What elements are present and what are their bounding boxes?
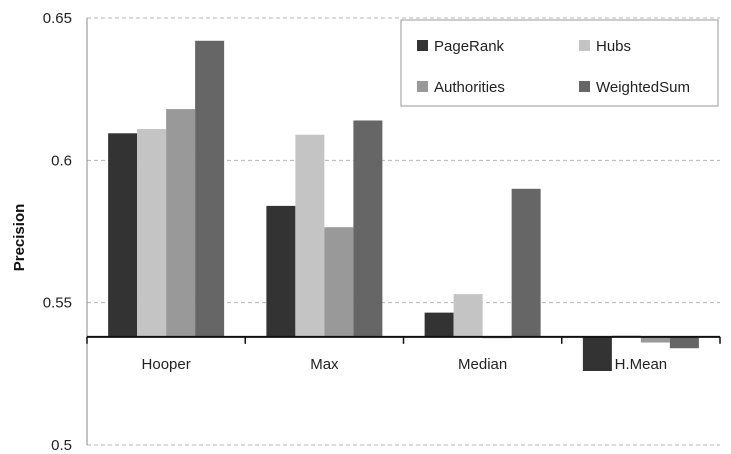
legend-label-pagerank: PageRank [434, 38, 505, 55]
legend-label-authorities: Authorities [434, 79, 505, 96]
y-tick-label: 0.5 [51, 437, 72, 454]
bar-authorities-hooper [166, 109, 196, 337]
legend-swatch-hubs [579, 40, 590, 51]
y-tick-label: 0.55 [43, 295, 72, 312]
legend-swatch-weightedsum [579, 81, 590, 92]
legend-label-hubs: Hubs [596, 38, 631, 55]
y-tick-label: 0.65 [43, 10, 72, 27]
y-axis-title: Precision [11, 204, 28, 272]
category-label: Median [458, 356, 507, 373]
bar-authorities-max [324, 227, 354, 337]
y-tick-label: 0.6 [51, 152, 72, 169]
bar-authorities-hmean [640, 336, 670, 343]
bar-pagerank-max [266, 205, 296, 337]
bar-pagerank-hmean [582, 336, 612, 371]
bar-weightedsum-max [353, 120, 383, 337]
bar-hubs-hooper [137, 129, 167, 337]
bar-pagerank-median [424, 312, 454, 337]
bar-hubs-max [295, 134, 325, 337]
legend-swatch-authorities [417, 81, 428, 92]
bar-weightedsum-median [511, 188, 541, 337]
legend-box [400, 19, 719, 107]
legend-swatch-pagerank [417, 40, 428, 51]
bar-weightedsum-hmean [669, 336, 699, 349]
bar-weightedsum-hooper [195, 40, 225, 337]
category-label: H.Mean [615, 356, 668, 373]
category-label: Hooper [142, 356, 191, 373]
category-label: Max [310, 356, 339, 373]
bar-pagerank-hooper [108, 133, 138, 337]
legend-label-weightedsum: WeightedSum [596, 79, 690, 96]
bar-hubs-median [453, 294, 483, 337]
